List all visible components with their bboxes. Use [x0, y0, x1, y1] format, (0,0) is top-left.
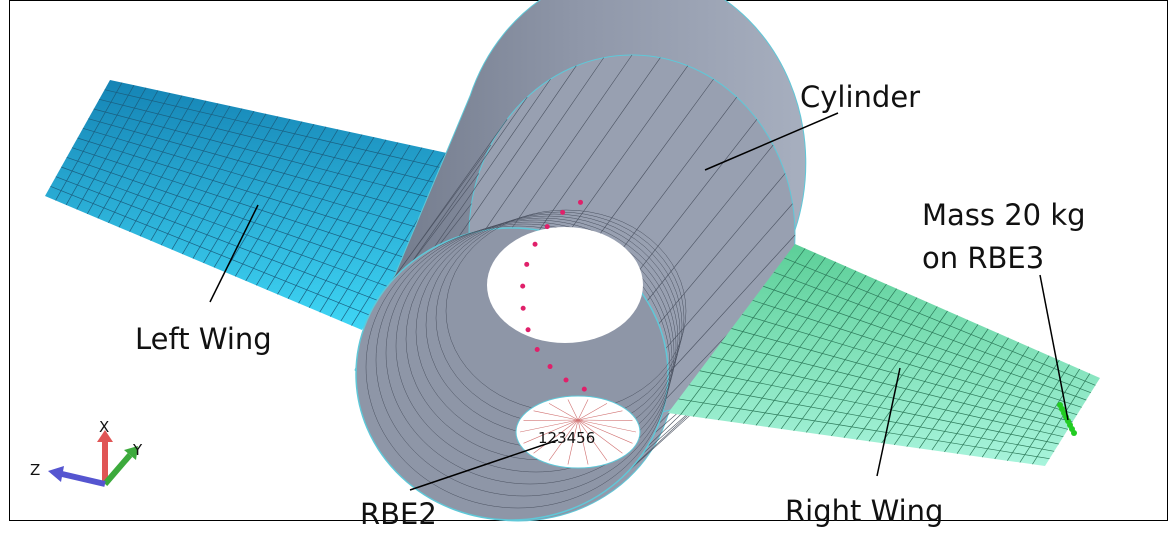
node [564, 377, 569, 382]
node [578, 200, 583, 205]
axis-label: Y [132, 441, 143, 459]
node [548, 364, 553, 369]
label: on RBE3 [922, 241, 1044, 275]
dof-label: 123456 [538, 429, 595, 447]
label: Mass 20 kg [922, 198, 1086, 232]
axis-triad: X Y Z [30, 418, 143, 484]
node [545, 224, 550, 229]
label: RBE2 [360, 497, 437, 531]
y-axis [105, 455, 130, 484]
node [533, 242, 538, 247]
node [560, 210, 565, 215]
node [524, 262, 529, 267]
node [535, 347, 540, 352]
node [520, 284, 525, 289]
label: Cylinder [800, 80, 920, 114]
mass-node [1071, 430, 1077, 436]
opening [487, 227, 643, 343]
arrow [48, 466, 64, 482]
node [526, 327, 531, 332]
axis-label: X [99, 418, 109, 436]
model-view: Cylinder Mass 20 kg on RBE3 Left Wing RB… [0, 0, 1169, 537]
node [521, 306, 526, 311]
node [582, 387, 587, 392]
label: Right Wing [785, 494, 943, 528]
label: Left Wing [135, 322, 272, 356]
z-axis [62, 474, 105, 484]
axis-label: Z [30, 461, 40, 479]
